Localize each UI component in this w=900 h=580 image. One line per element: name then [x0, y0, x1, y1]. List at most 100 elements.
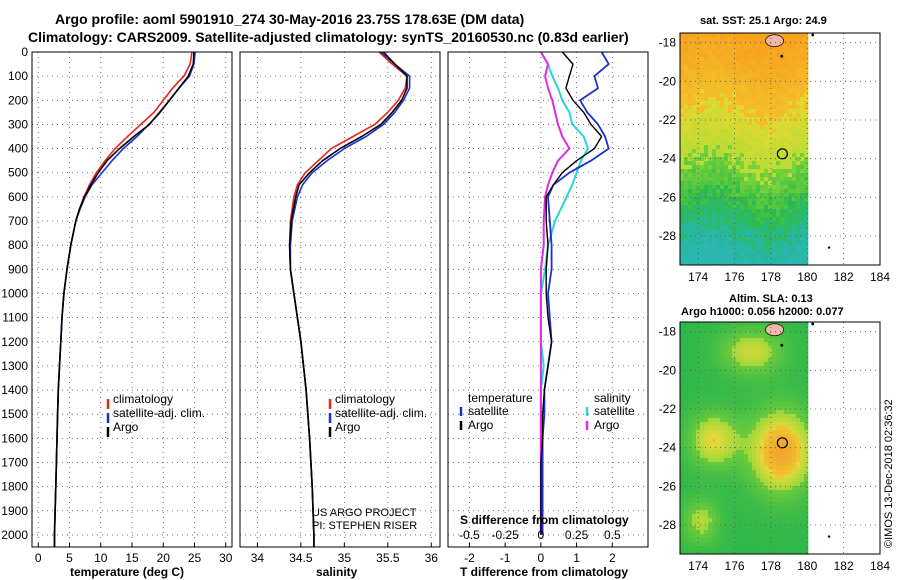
map-cell: [776, 141, 781, 146]
map-cell: [720, 382, 725, 387]
map-cell: [748, 442, 753, 447]
map-cell: [756, 410, 761, 415]
map-cell: [704, 81, 709, 86]
map-cell: [744, 534, 749, 539]
map-cell: [724, 189, 729, 194]
map-cell: [692, 330, 697, 335]
map-cell: [680, 478, 685, 483]
map-cell: [788, 121, 793, 126]
map-cell: [704, 526, 709, 531]
map-cell: [724, 73, 729, 78]
map-cell: [760, 153, 765, 158]
map-cell: [708, 161, 713, 166]
map-cell: [800, 73, 805, 78]
map-cell: [748, 546, 753, 551]
map-cell: [688, 189, 693, 194]
map-cell: [724, 506, 729, 511]
map-cell: [680, 378, 685, 383]
map-cell: [744, 49, 749, 54]
map-cell: [772, 253, 777, 258]
map-cell: [704, 514, 709, 519]
map-cell: [728, 350, 733, 355]
map-cell: [776, 506, 781, 511]
map-cell: [748, 125, 753, 130]
map-cell: [692, 506, 697, 511]
map-cell: [788, 225, 793, 230]
map-cell: [800, 442, 805, 447]
map-cell: [756, 89, 761, 94]
map-cell: [804, 478, 809, 483]
map-cell: [764, 133, 769, 138]
map-cell: [744, 422, 749, 427]
map-cell: [780, 85, 785, 90]
map-cell: [728, 161, 733, 166]
map-cell: [700, 414, 705, 419]
map-cell: [712, 77, 717, 82]
lat-tick-label: -20: [659, 363, 677, 377]
map-cell: [744, 522, 749, 527]
map-cell: [784, 322, 789, 327]
map-cell: [744, 241, 749, 246]
map-cell: [692, 406, 697, 411]
map-cell: [756, 213, 761, 218]
map-cell: [684, 362, 689, 367]
map-cell: [768, 109, 773, 114]
map-cell: [688, 350, 693, 355]
map-cell: [804, 350, 809, 355]
s-difference-title: S difference from climatology: [460, 513, 629, 527]
map-cell: [740, 249, 745, 254]
lon-tick-label: 180: [797, 270, 817, 284]
map-cell: [724, 426, 729, 431]
map-cell: [776, 498, 781, 503]
map-cell: [780, 534, 785, 539]
map-cell: [796, 478, 801, 483]
map-cell: [756, 245, 761, 250]
map-cell: [732, 538, 737, 543]
map-cell: [720, 370, 725, 375]
map-cell: [732, 518, 737, 523]
map-cell: [696, 145, 701, 150]
map-cell: [684, 454, 689, 459]
map-cell: [680, 434, 685, 439]
map-cell: [684, 105, 689, 110]
map-cell: [720, 482, 725, 487]
map-cell: [756, 394, 761, 399]
map-cell: [688, 366, 693, 371]
map-cell: [732, 546, 737, 551]
map-cell: [740, 105, 745, 110]
map-cell: [684, 394, 689, 399]
map-cell: [704, 197, 709, 202]
map-cell: [776, 374, 781, 379]
map-cell: [700, 326, 705, 331]
map-cell: [680, 470, 685, 475]
map-cell: [764, 65, 769, 70]
map-cell: [768, 346, 773, 351]
map-cell: [800, 209, 805, 214]
map-cell: [764, 253, 769, 258]
map-cell: [760, 221, 765, 226]
map-cell: [680, 217, 685, 222]
map-cell: [792, 57, 797, 62]
map-cell: [796, 358, 801, 363]
map-cell: [680, 458, 685, 463]
map-cell: [704, 462, 709, 467]
map-cell: [792, 382, 797, 387]
map-cell: [728, 402, 733, 407]
map-cell: [704, 386, 709, 391]
map-cell: [756, 458, 761, 463]
map-cell: [740, 402, 745, 407]
lon-tick-label: 180: [797, 559, 817, 573]
map-cell: [788, 542, 793, 547]
map-cell: [752, 430, 757, 435]
map-cell: [764, 177, 769, 182]
map-cell: [788, 342, 793, 347]
map-cell: [772, 49, 777, 54]
map-cell: [740, 334, 745, 339]
map-cell: [692, 261, 697, 266]
map-cell: [700, 362, 705, 367]
map-cell: [704, 542, 709, 547]
map-cell: [748, 217, 753, 222]
map-cell: [776, 109, 781, 114]
map-cell: [704, 213, 709, 218]
map-cell: [688, 81, 693, 86]
